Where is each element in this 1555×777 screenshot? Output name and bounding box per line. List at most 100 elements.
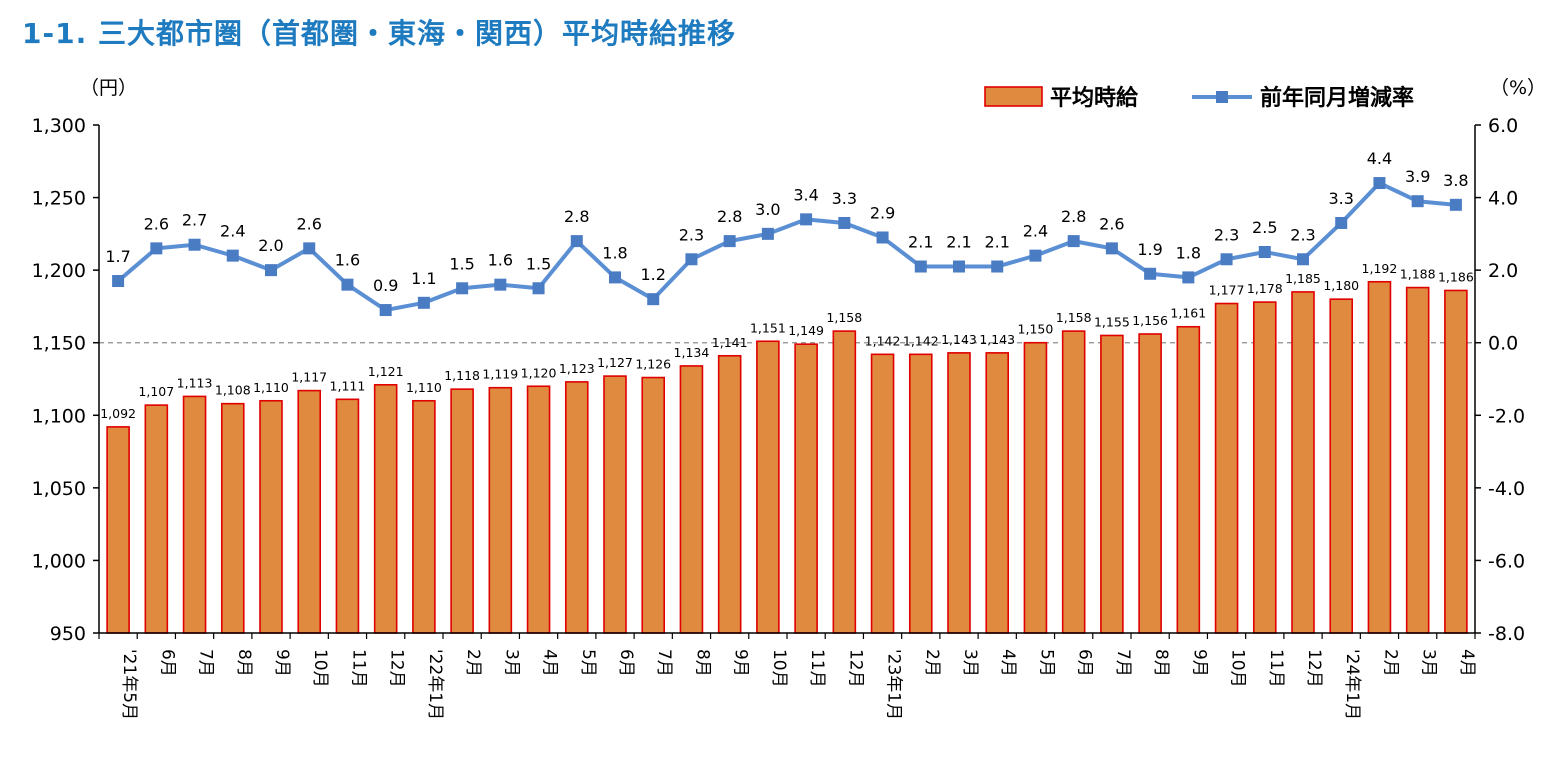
bar-value-label: 1,134 (674, 345, 710, 360)
bar (450, 388, 474, 634)
bar-value-label: 1,186 (1438, 269, 1474, 284)
line-value-label: 1.8 (1176, 243, 1201, 262)
bar-value-label: 1,117 (291, 370, 327, 385)
bar-value-label: 1,155 (1094, 314, 1130, 329)
series-line (116, 181, 1457, 313)
line-point (188, 238, 201, 251)
x-category-label: 5月 (1036, 649, 1056, 677)
line-point (494, 278, 507, 291)
x-category-label: 4月 (540, 649, 560, 677)
line-point (647, 293, 660, 306)
x-category-label: 8月 (1151, 649, 1171, 677)
line-point (1373, 177, 1386, 190)
x-category-label: '23年1月 (884, 649, 904, 720)
bar (412, 399, 436, 634)
line-value-label: 2.0 (258, 236, 283, 255)
legend-line-marker (1216, 91, 1228, 103)
bar (1444, 289, 1468, 634)
bar-value-label: 1,111 (330, 378, 366, 393)
bar (832, 330, 857, 634)
line-point (914, 260, 927, 273)
line-point (112, 275, 125, 288)
line-point (685, 253, 698, 266)
bar-value-label: 1,150 (1018, 322, 1054, 337)
line-point (265, 264, 277, 277)
bar (1023, 341, 1048, 634)
line-point (800, 213, 813, 226)
line-point (532, 282, 545, 295)
bar-value-label: 1,110 (406, 380, 442, 395)
bar (182, 395, 207, 634)
bar-value-label: 1,180 (1323, 278, 1359, 293)
line-value-label: 2.6 (144, 214, 169, 233)
line-point (1029, 249, 1042, 262)
line-point (226, 249, 239, 262)
line-value-label: 2.4 (220, 222, 245, 241)
y-left-tick-label: 1,050 (32, 478, 86, 500)
line-value-label: 1.5 (449, 254, 474, 273)
bar-value-label: 1,142 (903, 333, 939, 348)
bar (603, 375, 627, 634)
line-point (456, 282, 469, 295)
line-point (876, 231, 889, 244)
line-point (1449, 198, 1462, 211)
line-value-label: 2.4 (1023, 222, 1048, 241)
line-layer (112, 177, 1462, 317)
x-category-label: 12月 (845, 649, 865, 688)
bar-value-label: 1,107 (138, 384, 174, 399)
x-category-label: 2月 (463, 649, 483, 677)
line-value-label: 3.3 (832, 189, 857, 208)
x-category-label: 9月 (1189, 649, 1209, 677)
line-value-label: 1.1 (411, 269, 436, 288)
x-category-label: '24年1月 (1342, 649, 1362, 720)
line-value-label: 1.6 (335, 251, 360, 270)
line-value-label: 1.8 (602, 243, 627, 262)
y-left-unit: （円） (80, 77, 137, 99)
bar (794, 343, 818, 634)
legend-bar-label: 平均時給 (1050, 85, 1139, 111)
y-left-tick-label: 1,300 (32, 115, 86, 137)
x-category-label: 7月 (654, 649, 674, 677)
bars-layer (106, 280, 1468, 634)
y-right-tick-label: -2.0 (1488, 405, 1525, 427)
line-value-label: 2.3 (679, 225, 704, 244)
bar-value-label: 1,188 (1400, 267, 1436, 282)
line-point (838, 216, 851, 229)
line-value-label: 0.9 (373, 276, 398, 295)
y-right-tick-label: 0.0 (1488, 333, 1518, 355)
bar (1100, 334, 1124, 634)
legend-line-label: 前年同月増減率 (1260, 85, 1414, 111)
x-category-label: 6月 (157, 649, 177, 677)
x-category-label: 8月 (234, 649, 254, 677)
y-left-tick-label: 1,000 (32, 550, 86, 572)
line-value-label: 2.8 (1061, 207, 1086, 226)
line-point (1182, 271, 1195, 284)
bar (106, 426, 130, 634)
x-category-label: 3月 (501, 649, 521, 677)
line-value-label: 3.0 (755, 200, 780, 219)
x-category-label: 9月 (272, 649, 292, 677)
line-value-label: 2.1 (908, 233, 933, 252)
bar (1214, 302, 1239, 634)
x-category-label: 12月 (387, 649, 407, 688)
y-left-tick-label: 1,250 (32, 188, 86, 210)
line-point (1220, 253, 1233, 266)
line-point (303, 242, 316, 255)
line-point (1067, 235, 1080, 248)
bar-value-label: 1,142 (865, 333, 901, 348)
y-right-tick-label: -8.0 (1488, 623, 1525, 645)
page-title: 1-1. 三大都市圏（首都圏・東海・関西）平均時給推移 (22, 17, 736, 50)
line-point (1105, 242, 1118, 255)
y-left-tick-label: 1,150 (32, 333, 86, 355)
line-point (609, 271, 621, 284)
bar (947, 352, 971, 634)
x-category-label: '22年1月 (425, 649, 445, 720)
x-category-label: 10月 (310, 649, 330, 688)
y-right-tick-label: 4.0 (1488, 188, 1518, 210)
bar-value-label: 1,158 (826, 310, 862, 325)
x-category-label: '21年5月 (119, 649, 139, 720)
bar (756, 340, 780, 634)
line-value-label: 2.1 (984, 233, 1009, 252)
x-category-label: 11月 (1266, 649, 1286, 688)
